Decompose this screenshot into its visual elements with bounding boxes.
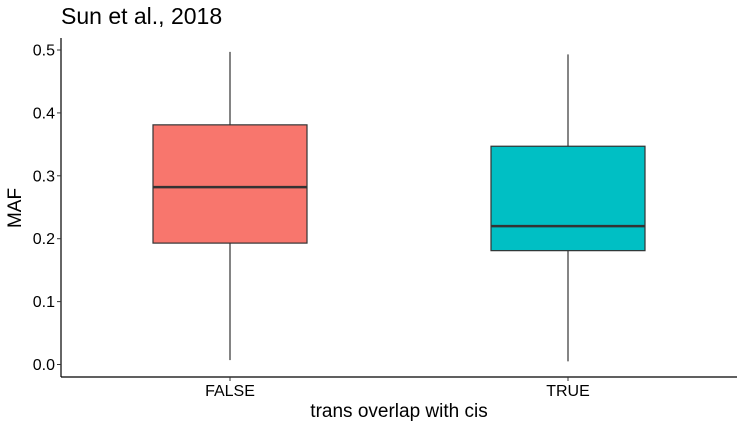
x-tick-label: FALSE (205, 383, 255, 400)
box-true (490, 54, 646, 362)
y-tick-label: 0.1 (33, 294, 55, 311)
x-tick-label: TRUE (546, 383, 590, 400)
x-axis-title: trans overlap with cis (310, 401, 487, 422)
y-tick-label: 0.5 (33, 43, 55, 60)
y-axis-ticks: 0.0 0.1 0.2 0.3 0.4 0.5 (33, 43, 61, 374)
plot-area (152, 51, 646, 362)
chart-title: Sun et al., 2018 (61, 3, 222, 29)
box-body (152, 124, 308, 244)
y-tick-label: 0.3 (33, 168, 55, 185)
y-tick-label: 0.4 (33, 105, 55, 122)
x-axis-ticks: FALSE TRUE (205, 377, 590, 400)
box-body (490, 145, 646, 252)
box-false (152, 51, 308, 361)
y-axis-title: MAF (5, 188, 26, 228)
y-tick-label: 0.0 (33, 357, 55, 374)
y-tick-label: 0.2 (33, 231, 55, 248)
